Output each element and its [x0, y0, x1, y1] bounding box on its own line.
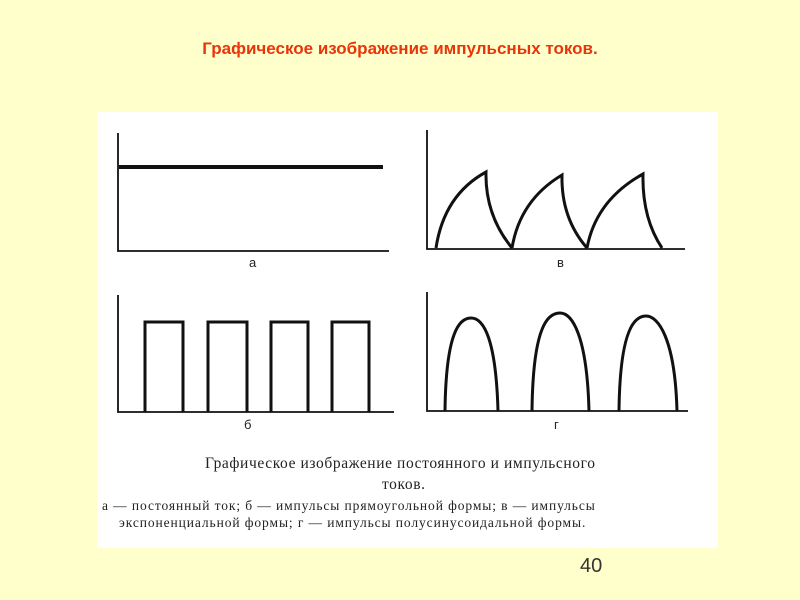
waveform-diagrams: а в б г	[117, 130, 688, 432]
page-number: 40	[580, 555, 603, 577]
panel-g-pulse	[530, 311, 591, 412]
caption-title-line1: Графическое изображение постоянного и им…	[205, 455, 596, 472]
caption-title-line2: токов.	[382, 476, 426, 493]
panel-label-a: а	[249, 255, 257, 270]
panel-label-g: г	[554, 417, 559, 432]
caption-legend-line2: экспоненциальной формы; г — импульсы пол…	[119, 515, 587, 530]
panel-g-half-sine-pulses	[426, 292, 688, 412]
panel-g-pulse	[443, 316, 500, 412]
figure-image: а в б г Графическое изображение постоянн…	[97, 112, 718, 548]
panel-g-axes	[426, 292, 688, 412]
panel-a-constant-current	[117, 133, 389, 252]
panel-b-pulse	[143, 320, 185, 412]
panel-b-rectangular-pulses	[117, 295, 394, 413]
panel-v-exponential-pulses	[426, 130, 685, 250]
panel-v-pulse	[434, 169, 514, 249]
panel-b-pulse	[206, 320, 249, 412]
panel-label-b: б	[244, 417, 251, 432]
caption-legend-line1: а — постоянный ток; б — импульсы прямоуг…	[102, 498, 596, 513]
panel-v-pulse	[510, 172, 589, 249]
panel-b-axes	[117, 295, 394, 413]
panel-a-axes	[117, 133, 389, 252]
panel-v-pulse	[585, 171, 664, 249]
panel-b-pulse	[330, 320, 371, 412]
panel-g-pulse	[617, 314, 679, 412]
panel-v-axes	[426, 130, 685, 250]
slide-title: Графическое изображение импульсных токов…	[202, 39, 598, 58]
panel-label-v: в	[557, 255, 564, 270]
panel-b-pulse	[269, 320, 310, 412]
